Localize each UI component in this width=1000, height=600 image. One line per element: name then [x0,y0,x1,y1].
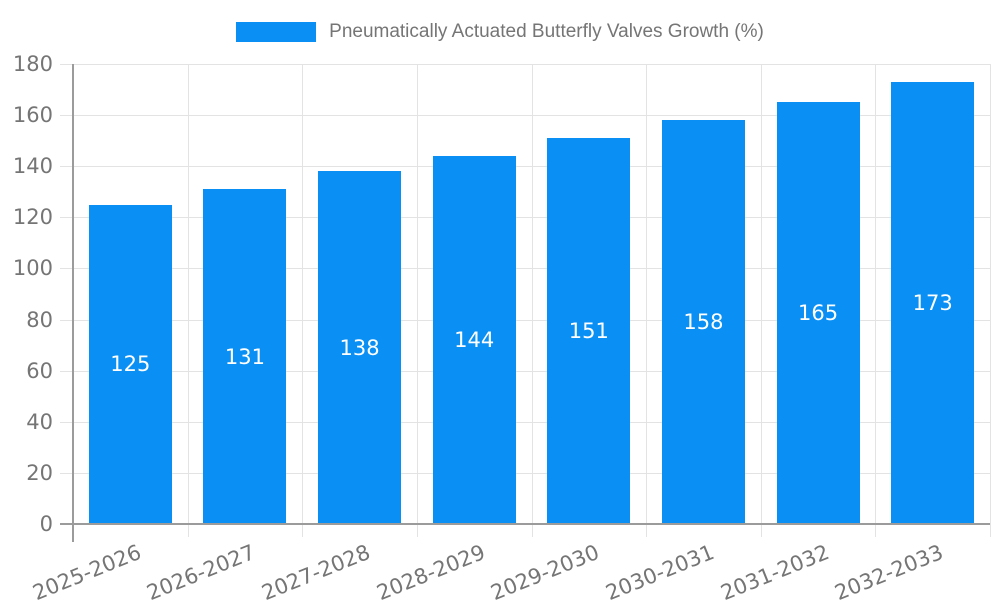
y-gridline [60,268,990,269]
x-tick-label: 2030-2031 [602,540,718,600]
y-gridline [60,115,990,116]
x-gridline [532,64,533,537]
legend[interactable]: Pneumatically Actuated Butterfly Valves … [0,21,1000,43]
bar[interactable] [891,81,975,524]
bar-value-label: 138 [339,335,380,360]
bar-value-label: 144 [454,328,495,352]
bar[interactable] [88,204,172,524]
y-tick-label: 160 [12,103,53,128]
x-tick-label: 2027-2028 [258,540,374,600]
legend-swatch [236,22,317,42]
y-tick-label: 120 [12,205,53,230]
bar-value-label: 131 [224,344,265,369]
bar-value-label: 158 [683,310,724,335]
y-gridline [60,422,990,423]
y-tick-label: 140 [12,154,53,179]
x-gridline [188,64,189,537]
x-tick-label: 2032-2033 [831,540,947,600]
y-tick-label: 180 [12,52,53,76]
y-gridline [60,371,990,372]
bar[interactable] [318,171,402,524]
x-tick-label: 2031-2032 [716,540,833,600]
y-tick-label: 80 [26,307,53,332]
bar[interactable] [776,102,860,524]
x-axis-line [60,523,990,525]
x-tick-label: 2028-2029 [373,540,489,600]
x-tick-label: 2026-2027 [143,540,259,600]
x-gridline [990,64,991,537]
y-gridline [60,64,990,65]
x-gridline [875,64,876,537]
bar-value-label: 165 [798,301,839,326]
x-tick-label: 2025-2026 [29,540,145,600]
legend-label: Pneumatically Actuated Butterfly Valves … [329,21,764,42]
y-gridline [60,217,990,218]
x-gridline [646,64,647,537]
y-gridline [60,320,990,321]
x-gridline [417,64,418,537]
y-axis-line [72,64,74,542]
x-gridline [302,64,303,537]
x-gridline [761,64,762,537]
y-gridline [60,166,990,167]
bar-value-label: 151 [568,319,609,344]
y-tick-label: 100 [12,256,53,281]
bar[interactable] [432,156,516,524]
y-gridline [60,473,990,474]
x-tick-label: 2029-2030 [487,540,603,600]
y-tick-label: 60 [26,358,53,383]
y-tick-label: 0 [39,512,53,536]
bar[interactable] [547,138,631,524]
y-tick-label: 20 [26,460,53,485]
bar-value-label: 173 [912,290,953,315]
y-tick-label: 40 [26,409,53,434]
bar[interactable] [661,120,745,524]
bar[interactable] [203,189,287,524]
bar-value-label: 125 [110,352,151,377]
